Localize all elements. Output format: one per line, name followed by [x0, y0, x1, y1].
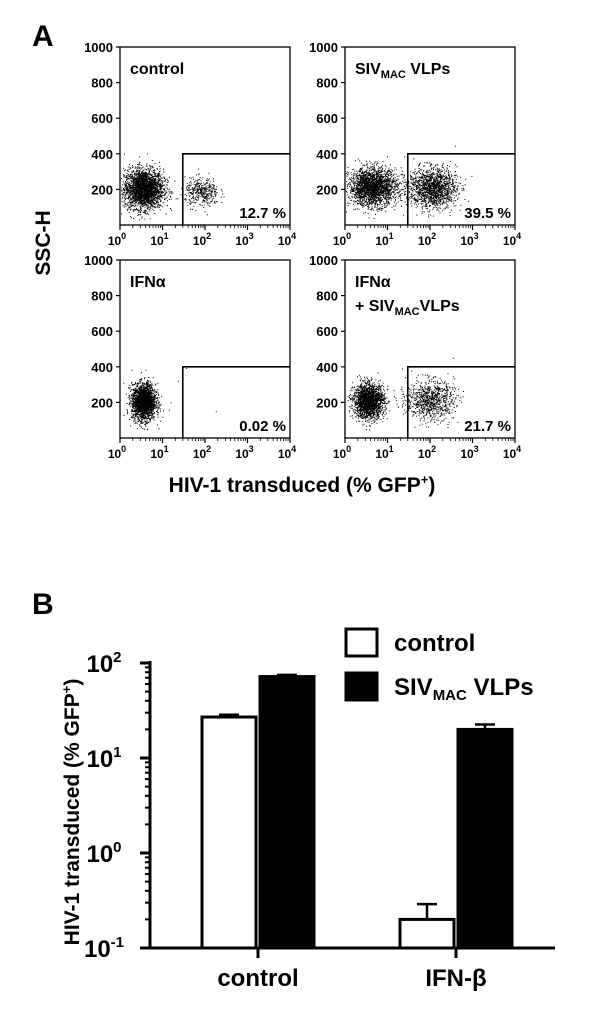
- y-tick-label: 200: [316, 182, 338, 197]
- gate-percent: 21.7 %: [464, 418, 511, 435]
- x-tick-label: 100: [108, 231, 126, 248]
- panel-a-y-axis-label: SSC-H: [32, 210, 55, 275]
- bar-chart-layer: 10-1 100 101 102 control IFN-β: [84, 649, 555, 992]
- x-tick-label: 100: [108, 444, 126, 461]
- x-tick-label: 100: [333, 231, 351, 248]
- y-tick-label: 400: [316, 147, 338, 162]
- y-tick-label: 1000: [309, 40, 338, 55]
- flow-plot-ifna: 1000 800 600 400 200 100 101 102 103 104 0.02 % IFN…: [84, 253, 296, 461]
- y-tick-label: 600: [316, 111, 338, 126]
- gate-percent: 12.7 %: [239, 205, 286, 222]
- event-dots: [345, 145, 473, 219]
- x-tick-label: 102: [418, 444, 436, 461]
- y-tick-label: 800: [316, 289, 338, 304]
- panel-b: B HIV-1 transduced (% GFP+) control SIVM…: [32, 588, 555, 992]
- event-dots: [121, 153, 225, 221]
- y-tick-label: 10-1: [84, 934, 124, 963]
- y-tick-label: 800: [91, 289, 113, 304]
- y-tick-label: 1000: [84, 40, 113, 55]
- y-tick-label: 400: [91, 147, 113, 162]
- y-tick-label: 600: [91, 111, 113, 126]
- plot-label: SIVMAC VLPs: [355, 61, 450, 81]
- bar-control-0: [200, 715, 258, 950]
- plot-label: control: [130, 61, 184, 78]
- event-dots: [123, 368, 217, 431]
- panel-a-x-axis-label: HIV-1 transduced (% GFP+): [169, 472, 436, 497]
- x-tick-label: 104: [278, 231, 296, 248]
- gate-outline: [406, 153, 515, 225]
- gate-outline: [181, 366, 290, 438]
- x-tick-label: 102: [418, 231, 436, 248]
- x-tick-label: 104: [503, 444, 521, 461]
- legend-control-swatch: [344, 627, 379, 658]
- flow-plot-siv: 1000 800 600 400 200 100 101 102 103 104 39.5 % SIV…: [309, 40, 521, 248]
- y-tick-label: 200: [91, 395, 113, 410]
- y-tick-label: 101: [86, 744, 121, 773]
- flow-plot-ifna_siv: 1000 800 600 400 200 100 101 102 103 104 21.7 % IFN…: [309, 253, 521, 461]
- y-tick-label: 800: [91, 76, 113, 91]
- x-tick-label: IFN-β: [425, 965, 486, 992]
- bar-siv-1: [456, 727, 514, 950]
- x-tick-label: 101: [375, 444, 393, 461]
- bar-siv-0: [258, 675, 316, 950]
- legend-siv-label: SIVMAC VLPs: [394, 674, 534, 704]
- y-tick-label: 200: [316, 395, 338, 410]
- gate-percent: 39.5 %: [464, 205, 511, 222]
- y-tick-label: 200: [91, 182, 113, 197]
- gate-percent: 0.02 %: [239, 418, 286, 435]
- x-tick-label: control: [217, 965, 298, 992]
- x-tick-label: 103: [235, 444, 253, 461]
- plot-label-line2: + SIVMACVLPs: [355, 298, 460, 318]
- x-tick-label: 101: [150, 444, 168, 461]
- x-tick-label: 101: [150, 231, 168, 248]
- x-tick-label: 104: [278, 444, 296, 461]
- y-tick-label: 1000: [309, 253, 338, 268]
- x-tick-label: 104: [503, 231, 521, 248]
- y-tick-label: 400: [316, 360, 338, 375]
- x-tick-label: 103: [460, 444, 478, 461]
- x-tick-label: 100: [333, 444, 351, 461]
- event-dots: [347, 357, 464, 431]
- panel-b-letter: B: [32, 588, 54, 621]
- y-tick-label: 102: [86, 649, 121, 678]
- y-tick-label: 600: [91, 324, 113, 339]
- legend-siv-swatch: [344, 671, 379, 702]
- flow-plot-control: 1000 800 600 400 200 100 101 102 103 104 12.7 % con…: [84, 40, 296, 248]
- legend-control-label: control: [394, 630, 475, 657]
- x-tick-label: 101: [375, 231, 393, 248]
- x-tick-label: 103: [460, 231, 478, 248]
- y-tick-label: 100: [86, 839, 121, 868]
- gate-outline: [406, 366, 515, 438]
- y-tick-label: 800: [316, 76, 338, 91]
- panel-b-y-axis-label: HIV-1 transduced (% GFP+): [59, 679, 84, 946]
- panel-a: A SSC-H HIV-1 transduced (% GFP+) 1000 80…: [32, 20, 521, 497]
- x-tick-label: 102: [193, 444, 211, 461]
- bar-control-1: [398, 917, 456, 950]
- y-tick-label: 400: [91, 360, 113, 375]
- y-tick-label: 1000: [84, 253, 113, 268]
- x-tick-label: 102: [193, 231, 211, 248]
- panel-a-letter: A: [32, 20, 54, 53]
- plot-label: IFNα: [355, 274, 391, 291]
- gate-outline: [181, 153, 290, 225]
- plot-label: IFNα: [130, 274, 166, 291]
- x-tick-label: 103: [235, 231, 253, 248]
- y-tick-label: 600: [316, 324, 338, 339]
